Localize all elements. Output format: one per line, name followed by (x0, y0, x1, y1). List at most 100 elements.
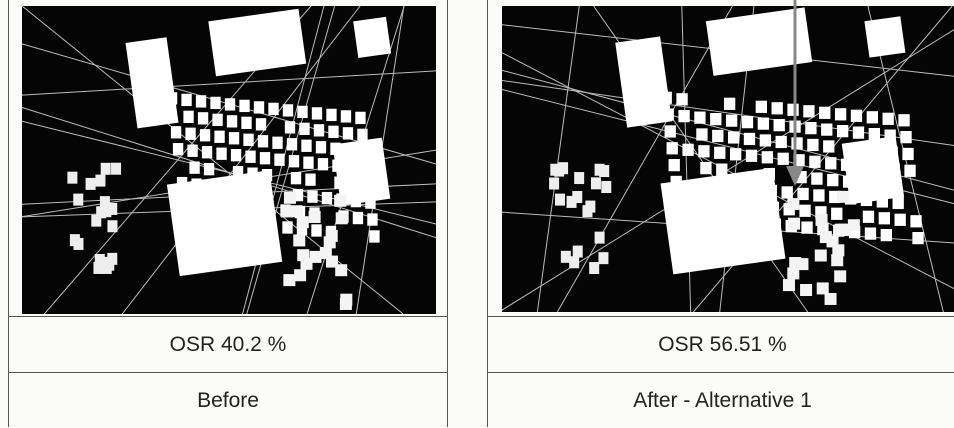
building (702, 179, 713, 191)
building (367, 213, 377, 225)
building (297, 106, 307, 118)
building (245, 151, 255, 163)
building (788, 218, 800, 230)
building (283, 104, 293, 116)
building (760, 134, 771, 146)
building (249, 184, 259, 196)
building (704, 196, 715, 208)
building (768, 202, 779, 214)
building (309, 211, 321, 223)
building (809, 156, 820, 168)
building (222, 198, 232, 210)
building (73, 194, 83, 206)
building (887, 146, 898, 158)
building (554, 165, 564, 177)
building (912, 232, 923, 244)
building (671, 176, 682, 188)
building (667, 142, 678, 154)
building (311, 224, 321, 236)
building (196, 95, 206, 107)
building (823, 140, 834, 152)
building (682, 144, 693, 156)
building (827, 235, 839, 247)
map-image (22, 6, 436, 314)
building (871, 145, 882, 157)
metric-cell: OSR 40.2 % (9, 316, 447, 373)
building (875, 179, 886, 191)
building (825, 157, 836, 169)
building (167, 92, 177, 104)
building (187, 145, 197, 157)
building (283, 274, 295, 286)
building (595, 164, 605, 176)
building (742, 116, 753, 128)
building (873, 162, 884, 174)
building (910, 215, 921, 227)
building (898, 114, 909, 126)
building (318, 158, 328, 170)
building (247, 168, 257, 180)
building (185, 128, 195, 140)
building (225, 98, 235, 110)
building (334, 195, 346, 207)
building (837, 191, 849, 203)
building (208, 197, 218, 209)
building (573, 246, 583, 258)
building (730, 148, 741, 160)
building (227, 115, 237, 127)
building (582, 205, 592, 217)
building (722, 214, 733, 226)
building (851, 110, 862, 122)
building (202, 146, 212, 158)
building (181, 211, 191, 223)
building (340, 298, 352, 310)
building (301, 140, 311, 152)
building (696, 128, 707, 140)
building (289, 155, 299, 167)
building (363, 180, 373, 192)
building (179, 194, 189, 206)
building (746, 150, 757, 162)
building (859, 177, 870, 189)
building (336, 212, 348, 224)
building (799, 205, 810, 217)
building (555, 194, 565, 206)
building (867, 111, 878, 123)
building (834, 270, 846, 282)
building (254, 101, 264, 113)
arrow (780, 0, 810, 190)
panel-before: OSR 40.2 % Before (8, 0, 448, 427)
building (195, 212, 205, 224)
building (857, 160, 868, 172)
building (758, 118, 769, 130)
building (710, 113, 721, 125)
building (212, 114, 222, 126)
building (330, 143, 340, 155)
building (171, 126, 181, 138)
building (332, 160, 342, 172)
building (698, 145, 709, 157)
building (801, 221, 812, 233)
building (879, 212, 890, 224)
building (274, 154, 284, 166)
panel-after: OSR 56.51 % After - Alternative 1 (487, 0, 954, 427)
building (766, 185, 777, 197)
building (825, 293, 837, 305)
building (287, 138, 297, 150)
building (67, 172, 77, 184)
building (239, 217, 249, 229)
building (293, 234, 305, 246)
building (663, 109, 674, 121)
building (357, 129, 367, 141)
building (251, 201, 261, 213)
building (549, 177, 559, 189)
building (229, 132, 239, 144)
metric-text: OSR 56.51 % (658, 333, 786, 357)
label-text: After - Alternative 1 (633, 389, 812, 413)
building (756, 101, 767, 113)
building (291, 172, 301, 184)
building (233, 166, 243, 178)
building (111, 163, 121, 175)
building (214, 131, 224, 143)
building (359, 146, 369, 158)
